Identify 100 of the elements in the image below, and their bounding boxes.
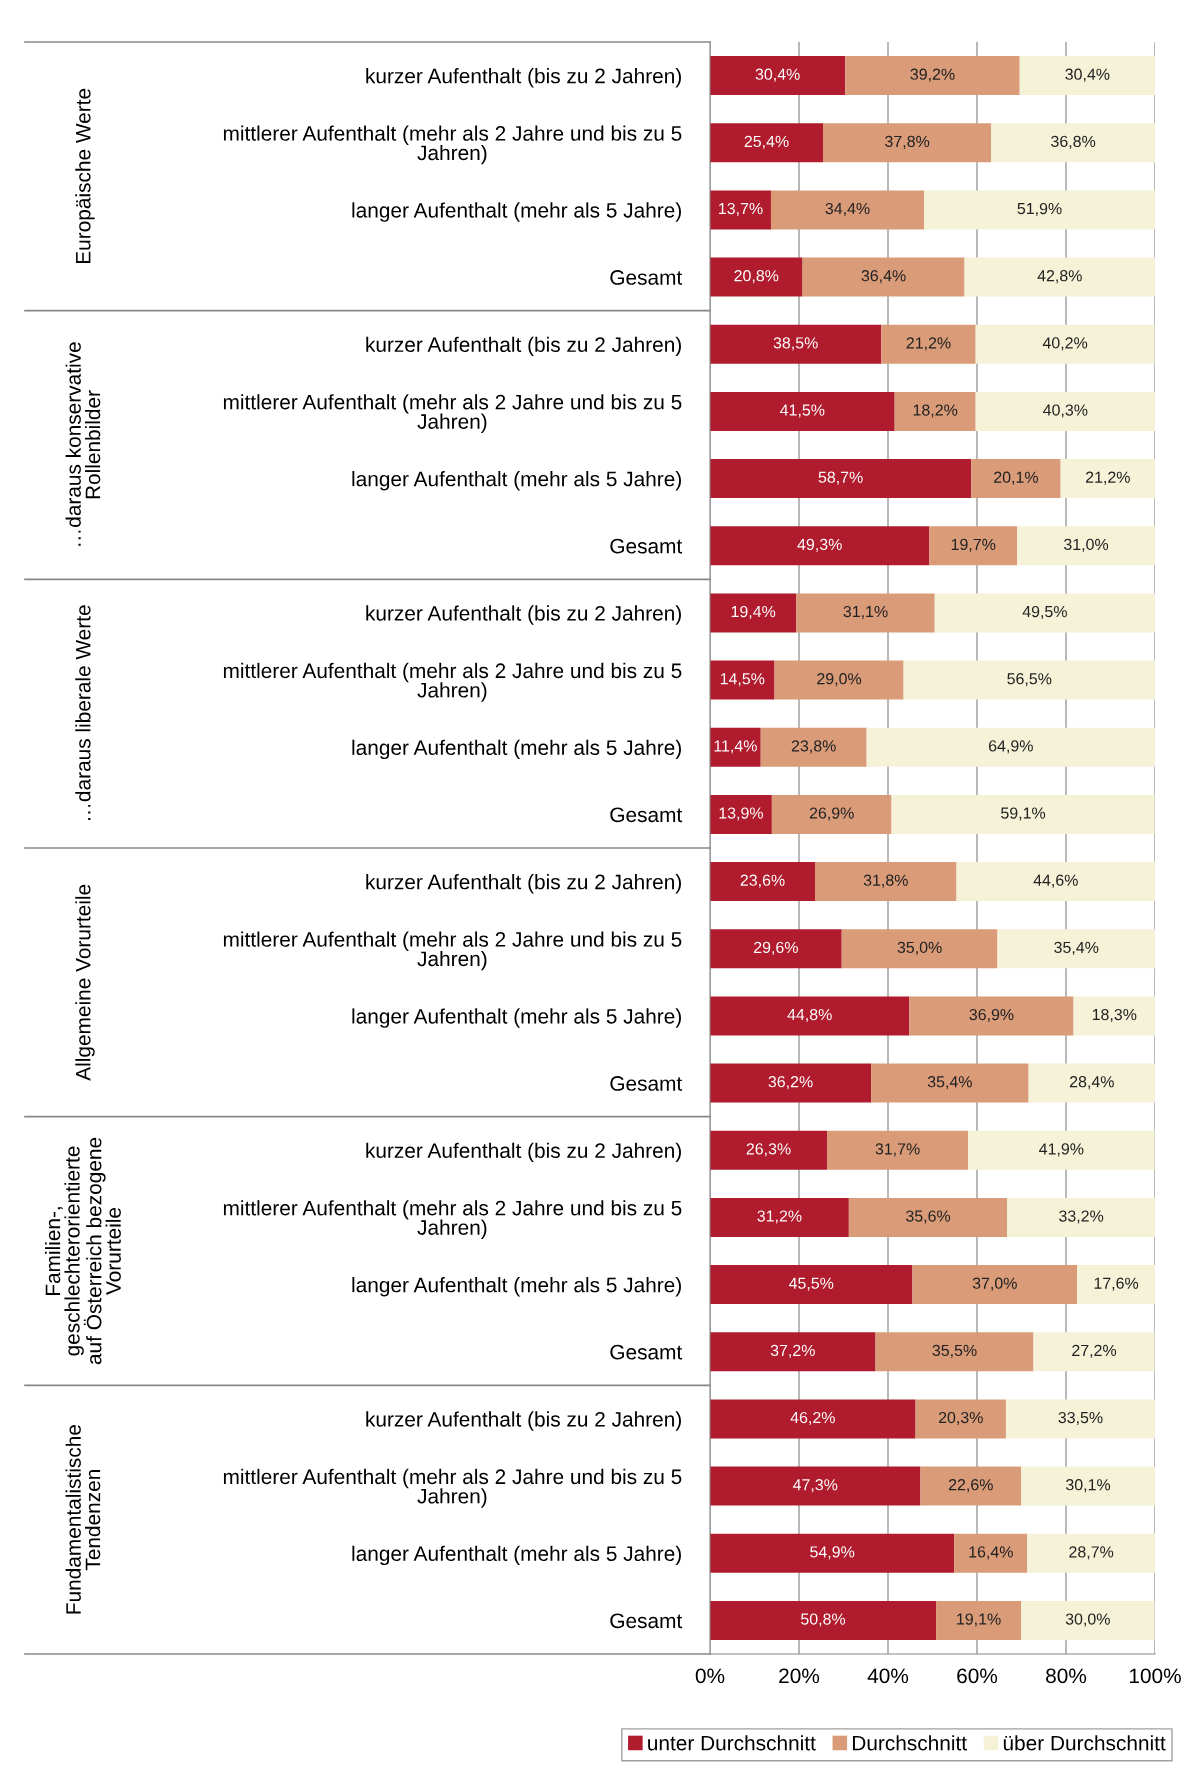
y-tick-label: kurzer Aufenthalt (bis zu 2 Jahren) [366, 68, 681, 88]
data-label: 23,6% [740, 874, 785, 888]
y-tick-label: mittlerer Aufenthalt (mehr als 2 Jahre und bis zu 5 Jahren) [223, 1468, 682, 1508]
y-tick-label: langer Aufenthalt (mehr als 5 Jahre) [352, 1277, 681, 1297]
data-label: 51,9% [1017, 202, 1062, 217]
bar [915, 1399, 1006, 1439]
data-label: 56,5% [1007, 673, 1052, 687]
data-label: 19,4% [731, 605, 776, 620]
bar [997, 929, 1155, 969]
data-label: 30,0% [1065, 1613, 1110, 1627]
bar [956, 862, 1155, 902]
x-tick-label: 80% [1046, 1668, 1087, 1684]
bar [936, 1600, 1022, 1640]
bar [710, 593, 797, 633]
data-label: 30,4% [1065, 68, 1110, 82]
data-label: 18,2% [913, 404, 958, 418]
data-label: 49,5% [1022, 605, 1067, 620]
x-tick-label: 60% [957, 1668, 998, 1684]
bar [771, 794, 892, 834]
bar [1077, 1265, 1155, 1305]
data-label: 46,2% [790, 1411, 835, 1426]
data-label: 20,8% [734, 270, 779, 284]
bar [1007, 1197, 1155, 1237]
data-label: 13,9% [719, 807, 763, 821]
data-label: 25,4% [744, 135, 789, 149]
data-label: 35,5% [932, 1344, 977, 1358]
bar [848, 1197, 1008, 1237]
data-label: 36,4% [861, 270, 906, 284]
y-tick-label: kurzer Aufenthalt (bis zu 2 Jahren) [366, 1142, 681, 1163]
data-label: 28,7% [1069, 1546, 1114, 1560]
data-label: 22,6% [948, 1479, 993, 1493]
bar [968, 1130, 1155, 1170]
bar [710, 929, 842, 969]
bar [710, 459, 972, 499]
data-label: 31,8% [863, 874, 908, 888]
bar [909, 996, 1074, 1036]
data-label: 17,6% [1094, 1277, 1139, 1291]
data-label: 35,4% [927, 1076, 972, 1090]
bar [710, 1197, 849, 1237]
data-label: 50,8% [801, 1613, 846, 1627]
y-tick-label: langer Aufenthalt (mehr als 5 Jahre) [352, 1545, 681, 1566]
x-tick-label: 100% [1129, 1668, 1181, 1684]
data-label: 31,0% [1063, 538, 1109, 552]
data-label: 58,7% [818, 471, 863, 485]
bar [912, 1265, 1078, 1305]
data-label: 54,9% [810, 1546, 855, 1560]
y-tick-label: langer Aufenthalt (mehr als 5 Jahre) [352, 1008, 681, 1028]
y-tick-label: langer Aufenthalt (mehr als 5 Jahre) [352, 739, 681, 760]
text: Allgemeine Vorurteile [75, 884, 95, 1081]
bar [871, 1063, 1029, 1103]
y-tick-label: Gesamt [610, 1613, 683, 1629]
data-label: 16,4% [969, 1546, 1013, 1560]
data-label: 36,8% [1051, 135, 1096, 149]
bar [1073, 996, 1155, 1036]
bar [710, 1533, 955, 1573]
data-label: 40,2% [1042, 337, 1088, 351]
bar [710, 727, 761, 767]
data-label: 19,7% [951, 538, 996, 552]
data-label: 29,6% [754, 941, 798, 955]
bar [1005, 1399, 1155, 1439]
y-tick-label: mittlerer Aufenthalt (mehr als 2 Jahre und bis zu 5 Jahren) [223, 394, 682, 433]
bar [710, 526, 930, 566]
bar [845, 56, 1020, 96]
data-label: 33,2% [1059, 1210, 1104, 1224]
bar [934, 593, 1155, 633]
data-label: 37,2% [770, 1344, 815, 1358]
bar [991, 123, 1155, 163]
bar [710, 1130, 828, 1170]
text: Fundamentalistische Tendenzen [65, 1425, 101, 1614]
data-label: 36,9% [969, 1008, 1014, 1023]
data-label: 11,4% [714, 740, 757, 754]
bar [710, 1063, 872, 1103]
data-label: 30,1% [1065, 1479, 1111, 1493]
bar [881, 324, 976, 364]
bar [710, 1466, 921, 1506]
bar [1019, 56, 1155, 96]
data-label: 35,6% [906, 1210, 951, 1224]
data-label: 19,1% [957, 1613, 1001, 1627]
bar [774, 660, 904, 700]
data-label: 13,7% [719, 202, 763, 217]
bar [710, 123, 824, 163]
bar [710, 190, 771, 230]
bar [710, 1265, 913, 1305]
data-label: 20,3% [938, 1411, 983, 1426]
bar [1021, 1600, 1155, 1640]
data-label: 26,3% [746, 1143, 791, 1157]
data-label: 41,9% [1039, 1143, 1084, 1157]
legend-label: über Durchschnitt [1003, 1735, 1166, 1751]
data-label: 36,2% [768, 1076, 813, 1090]
data-label: 49,3% [797, 538, 842, 552]
bar [710, 257, 803, 297]
data-label: 20,1% [994, 471, 1039, 485]
bar [841, 929, 998, 969]
data-label: 59,1% [1001, 807, 1046, 821]
data-label: 44,8% [787, 1008, 832, 1023]
y-tick-label: Gesamt [610, 538, 683, 554]
y-tick-label: langer Aufenthalt (mehr als 5 Jahre) [352, 471, 681, 491]
x-tick-label: 40% [867, 1668, 909, 1684]
bar [710, 391, 895, 431]
data-label: 41,5% [780, 404, 825, 418]
